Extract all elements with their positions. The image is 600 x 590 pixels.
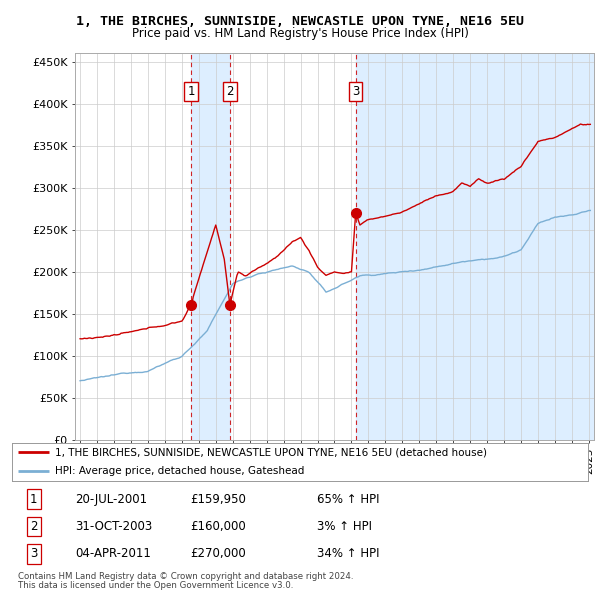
Text: 3% ↑ HPI: 3% ↑ HPI (317, 520, 372, 533)
Text: 1: 1 (187, 85, 195, 99)
Text: 31-OCT-2003: 31-OCT-2003 (76, 520, 152, 533)
Text: 3: 3 (30, 548, 38, 560)
Text: 34% ↑ HPI: 34% ↑ HPI (317, 548, 380, 560)
Bar (356, 53, 594, 440)
Text: 65% ↑ HPI: 65% ↑ HPI (317, 493, 380, 506)
Text: 20-JUL-2001: 20-JUL-2001 (76, 493, 148, 506)
Text: 04-APR-2011: 04-APR-2011 (76, 548, 151, 560)
Text: 2: 2 (30, 520, 38, 533)
Text: HPI: Average price, detached house, Gateshead: HPI: Average price, detached house, Gate… (55, 466, 305, 476)
Text: 1: 1 (30, 493, 38, 506)
Text: 1, THE BIRCHES, SUNNISIDE, NEWCASTLE UPON TYNE, NE16 5EU (detached house): 1, THE BIRCHES, SUNNISIDE, NEWCASTLE UPO… (55, 447, 487, 457)
Text: £270,000: £270,000 (191, 548, 247, 560)
Text: This data is licensed under the Open Government Licence v3.0.: This data is licensed under the Open Gov… (18, 581, 293, 589)
Text: Price paid vs. HM Land Registry's House Price Index (HPI): Price paid vs. HM Land Registry's House … (131, 27, 469, 40)
Text: £159,950: £159,950 (191, 493, 247, 506)
Text: 3: 3 (352, 85, 359, 99)
Bar (191, 53, 230, 440)
Text: £160,000: £160,000 (191, 520, 247, 533)
Text: Contains HM Land Registry data © Crown copyright and database right 2024.: Contains HM Land Registry data © Crown c… (18, 572, 353, 581)
Text: 1, THE BIRCHES, SUNNISIDE, NEWCASTLE UPON TYNE, NE16 5EU: 1, THE BIRCHES, SUNNISIDE, NEWCASTLE UPO… (76, 15, 524, 28)
Text: 2: 2 (226, 85, 233, 99)
